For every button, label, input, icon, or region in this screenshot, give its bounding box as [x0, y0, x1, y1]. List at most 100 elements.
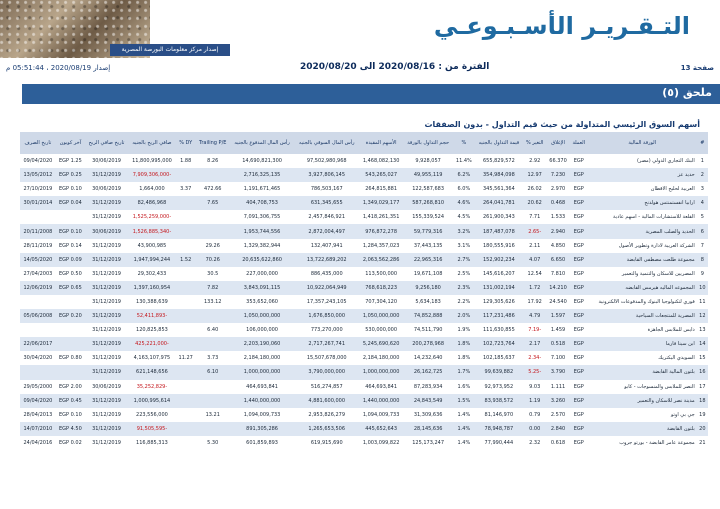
- table-cell: 1,000,000,000: [229, 365, 295, 380]
- table-cell: 132,407,941: [310, 242, 343, 249]
- table-cell: 3.260: [546, 393, 570, 408]
- table-cell: [195, 421, 230, 436]
- section-title: ملحق (٥): [662, 86, 712, 99]
- table-cell: 264,815,881: [365, 186, 398, 193]
- table-cell: [195, 224, 230, 239]
- table-cell: مجموعة عامر القابضة - بورتو جروب: [619, 439, 695, 446]
- page-number: صفحة 13: [680, 64, 714, 72]
- table-cell: 6.40: [207, 327, 219, 334]
- table-cell: 1,947,994,244: [128, 252, 176, 267]
- table-cell: [175, 309, 196, 324]
- table-cell: [195, 309, 230, 324]
- column-header: الأسهم المقيدة: [359, 132, 404, 154]
- table-cell: 786,503,167: [310, 186, 343, 193]
- table-cell: المصريين للاسكان والتنمية والتعمير: [621, 270, 695, 277]
- table-cell: 31/12/2019: [84, 421, 129, 436]
- column-header: رأس المال المدفوع بالجنيه: [229, 132, 295, 154]
- table-cell: EGP 0.65: [55, 280, 85, 295]
- table-cell: 3,790,000,000: [294, 365, 360, 380]
- table-cell: EGP: [569, 309, 588, 324]
- table-cell: ابن سينا فارما: [587, 337, 697, 352]
- table-cell: 227,000,000: [246, 270, 278, 277]
- table-cell: [20, 295, 56, 309]
- table-cell: 1.52: [175, 252, 196, 267]
- table-cell: [175, 337, 196, 352]
- table-cell: 83,938,572: [474, 393, 524, 408]
- table-cell: 1,191,671,465: [243, 186, 281, 193]
- table-cell: 1,265,653,506: [294, 421, 360, 436]
- table-cell: 1.4%: [457, 439, 471, 446]
- table-row: 7 الشركة العربية لادارة وتطوير الأصول EGP 4…: [20, 239, 708, 253]
- table-cell: 1,050,000,000: [359, 309, 404, 324]
- table-cell: EGP: [573, 158, 584, 165]
- table-cell: 31/12/2019: [92, 355, 121, 362]
- table-cell: 1,000,995,614: [128, 393, 176, 408]
- table-cell: EGP: [573, 298, 584, 305]
- report-period: الفترة من : 2020/08/16 الى 2020/08/20: [300, 62, 490, 72]
- table-row: 10 المجموعه الماليه هيرمس القابضه EGP 14.21…: [20, 280, 708, 295]
- table-cell: EGP: [569, 365, 588, 380]
- table-cell: 22/06/2017: [20, 337, 56, 352]
- table-cell: 1,440,000,000: [229, 393, 295, 408]
- table-cell: ارابيا انفستمنتس هولدنج: [587, 196, 697, 211]
- table-cell: 1.111: [550, 383, 566, 390]
- table-cell: 7,091,306,755: [243, 214, 281, 221]
- table-cell: 116,885,313: [136, 439, 168, 446]
- table-cell: 2.0%: [453, 309, 475, 324]
- table-cell: [175, 196, 196, 211]
- table-cell: 9.03: [529, 383, 541, 390]
- table-cell: 5,634,183: [415, 298, 441, 305]
- table-cell: -2.34: [528, 355, 542, 362]
- table-cell: 49,955,119: [403, 168, 454, 183]
- table-cell: 9,928,057: [415, 158, 441, 165]
- column-header: تاريخ الصرف: [20, 132, 56, 154]
- table-cell: 200,278,968: [403, 337, 454, 352]
- table-cell: 12/06/2019: [20, 280, 56, 295]
- table-cell: [195, 393, 230, 408]
- table-cell: EGP: [573, 270, 584, 277]
- table-cell: 18: [696, 393, 708, 408]
- table-cell: [175, 365, 196, 380]
- table-cell: 27/10/2019: [23, 186, 53, 193]
- table-cell: 1.72: [523, 280, 547, 295]
- table-cell: 31/12/2019: [92, 214, 121, 221]
- table-cell: 0.468: [546, 196, 570, 211]
- table-cell: [56, 210, 85, 224]
- table-cell: 11.4%: [455, 158, 472, 165]
- table-cell: EGP 0.10: [58, 186, 82, 193]
- table-cell: 15,507,678,000: [306, 355, 347, 362]
- table-cell: 4.850: [550, 242, 566, 249]
- table-cell: 1.7%: [453, 365, 475, 380]
- table-cell: [56, 295, 85, 309]
- table-cell: [176, 380, 196, 394]
- table-cell: 4.5%: [457, 214, 471, 221]
- table-cell: [56, 323, 85, 337]
- table-cell: 11,800,995,000: [132, 158, 172, 165]
- report-subtitle: إصدار مركز معلومات البورصة المصرية: [110, 44, 230, 56]
- table-cell: 1,676,850,000: [294, 309, 360, 324]
- table-cell: 24,843,549: [403, 393, 454, 408]
- column-header: صافي الربح بالجنيه: [128, 132, 176, 154]
- table-cell: 1,284,357,023: [362, 242, 400, 249]
- table-cell: 30/06/2019: [84, 224, 129, 239]
- table-cell: 81,146,970: [484, 411, 514, 418]
- table-cell: 17.92: [527, 298, 542, 305]
- table-cell: -1,526,885,340: [128, 224, 176, 239]
- table-cell: 30/04/2020: [23, 355, 53, 362]
- table-cell: 129,305,626: [482, 298, 515, 305]
- table-cell: 155,339,524: [412, 214, 445, 221]
- table-cell: 516,274,857: [310, 383, 343, 390]
- table-cell: EGP: [569, 196, 588, 211]
- table-cell: -7,909,306,000: [128, 168, 176, 183]
- table-cell: 31/12/2019: [92, 327, 121, 334]
- table-cell: EGP: [569, 421, 588, 436]
- table-cell: 5.30: [207, 439, 219, 446]
- table-cell: [195, 337, 230, 352]
- table-cell: 2,716,325,135: [229, 168, 295, 183]
- report-meta: صفحة 13 الفترة من : 2020/08/16 الى 2020/…: [0, 61, 720, 75]
- table-row: 11 فوري لتكنولوجيا البنوك والمدفوعات الال…: [20, 295, 708, 309]
- table-cell: 1.4%: [457, 411, 471, 418]
- table-cell: 6.0%: [457, 186, 471, 193]
- table-row: 8 مجموعة طلعت مصطفى القابضة EGP 6.650 4.07 15…: [20, 252, 708, 267]
- table-cell: 31/12/2019: [84, 393, 129, 408]
